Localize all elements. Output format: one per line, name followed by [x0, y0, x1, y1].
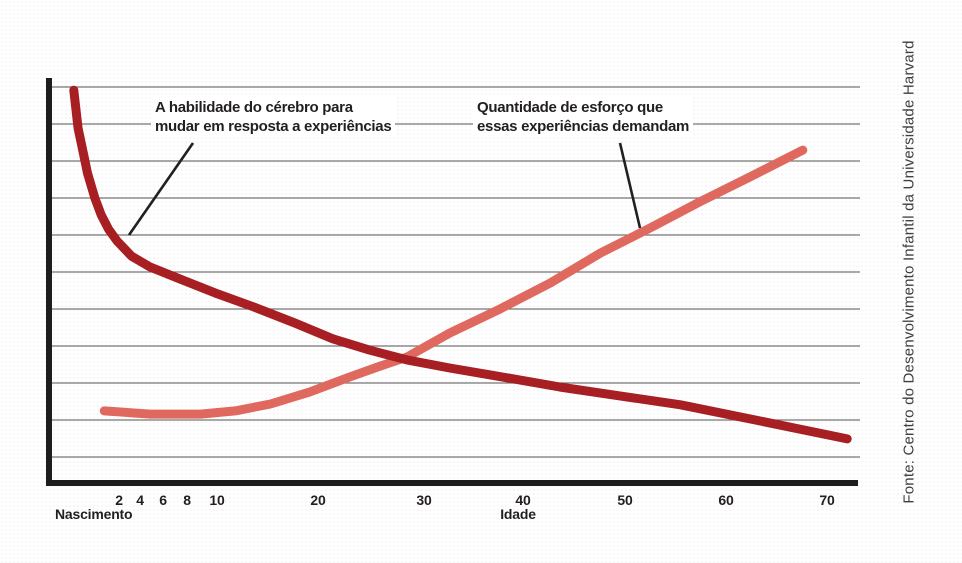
- ability-series-line: [69, 85, 852, 444]
- ability-annotation: A habilidade do cérebro para mudar em re…: [151, 97, 396, 137]
- x-tick-10: 10: [209, 492, 225, 508]
- x-tick-2: 2: [115, 492, 123, 508]
- x-tick-4: 4: [136, 492, 144, 508]
- effort-leader-line: [618, 142, 642, 229]
- source-note: Fonte: Centro do Desenvolvimento Infanti…: [900, 40, 918, 504]
- x-tick-6: 6: [159, 492, 167, 508]
- x-tick-8: 8: [183, 492, 191, 508]
- x-tick-70: 70: [819, 492, 835, 508]
- x-axis-origin-label: Nascimento: [55, 506, 133, 522]
- effort-annotation: Quantidade de esforço que essas experiên…: [473, 97, 694, 137]
- effort-series-line: [99, 145, 808, 419]
- x-tick-30: 30: [416, 492, 432, 508]
- x-tick-60: 60: [718, 492, 734, 508]
- x-axis-title: Idade: [500, 506, 536, 522]
- x-tick-20: 20: [310, 492, 326, 508]
- x-axis-ticks: 2 4 6 8 10 20 30 40 50 60 70: [0, 492, 962, 508]
- series-lines: [69, 85, 852, 444]
- x-tick-50: 50: [617, 492, 633, 508]
- ability-leader-line: [127, 142, 195, 236]
- x-tick-40: 40: [515, 492, 531, 508]
